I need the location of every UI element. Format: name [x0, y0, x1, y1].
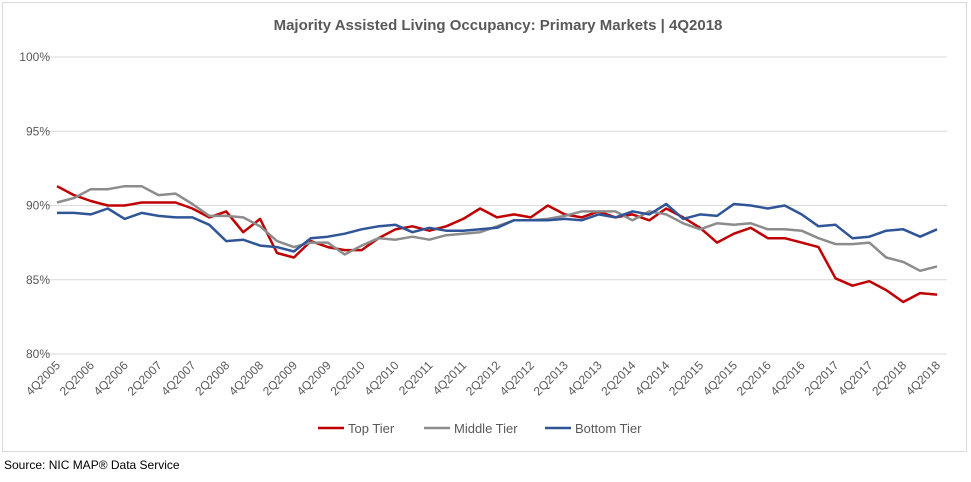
line-series	[56, 185, 938, 304]
legend-label: Middle Tier	[454, 421, 518, 436]
legend-label: Bottom Tier	[575, 421, 642, 436]
y-tick-label: 85%	[26, 273, 50, 287]
y-tick-label: 80%	[26, 347, 50, 361]
source-note: Source: NIC MAP® Data Service	[4, 458, 180, 472]
line-series	[57, 202, 938, 253]
line-series	[56, 184, 938, 273]
chart-border	[2, 2, 967, 452]
y-tick-label: 90%	[26, 199, 50, 213]
y-tick-label: 100%	[19, 50, 50, 64]
legend-label: Top Tier	[348, 421, 395, 436]
chart-title: Majority Assisted Living Occupancy: Prim…	[274, 17, 723, 34]
y-tick-label: 95%	[26, 124, 50, 138]
